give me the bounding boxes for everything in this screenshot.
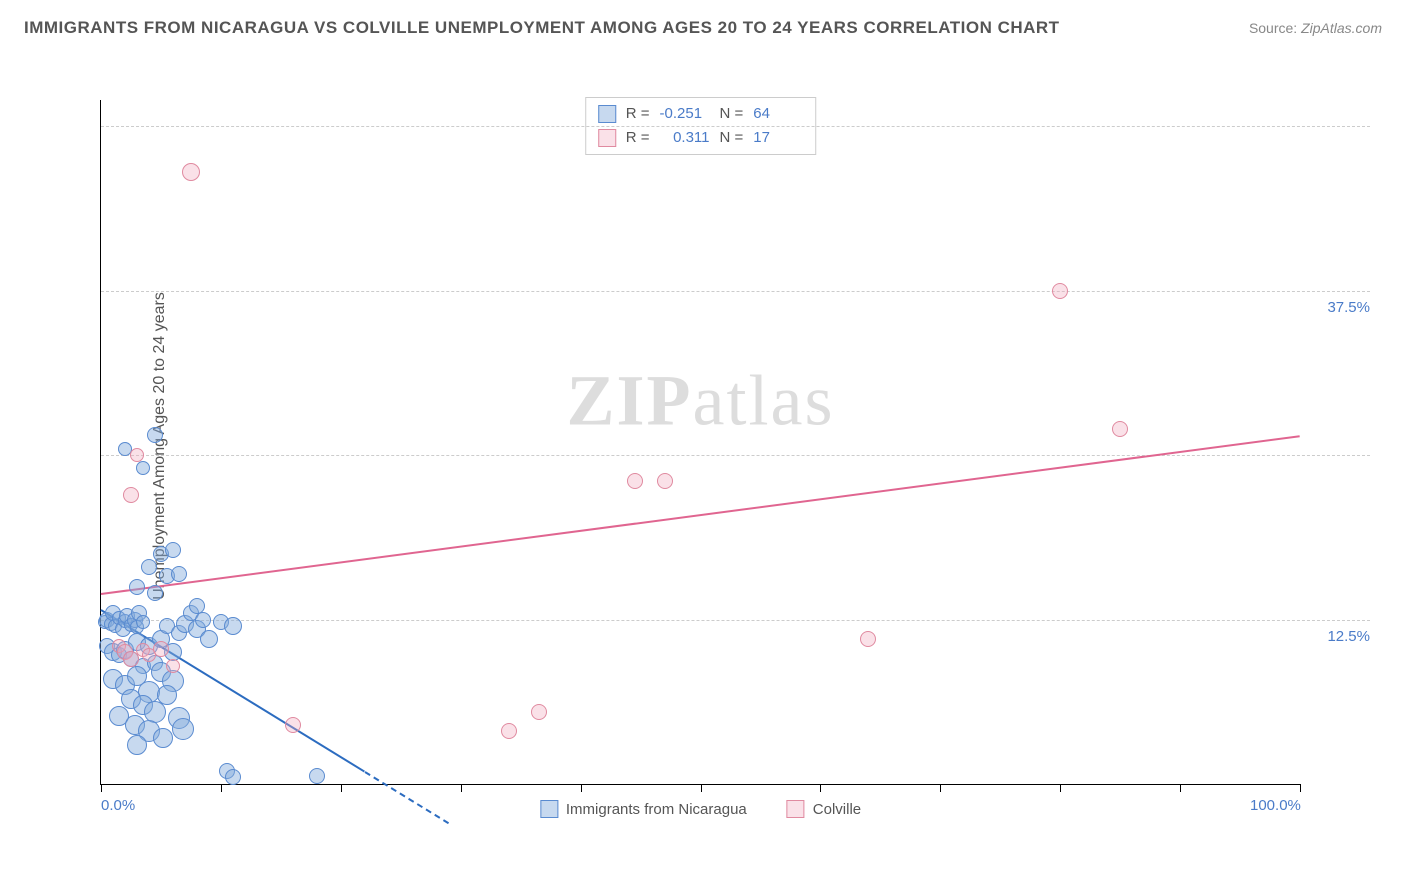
chart-area: ZIPatlas R = -0.251 N = 64 R = 0.311 N =… <box>50 50 1380 840</box>
watermark-zip: ZIP <box>567 360 693 440</box>
x-tick <box>221 784 222 792</box>
n-label: N = <box>720 126 744 150</box>
stats-row-series2: R = 0.311 N = 17 <box>598 126 804 150</box>
x-tick <box>341 784 342 792</box>
scatter-point <box>1112 421 1128 437</box>
scatter-point <box>153 728 173 748</box>
stats-row-series1: R = -0.251 N = 64 <box>598 102 804 126</box>
swatch-series2 <box>787 800 805 818</box>
n-value-series2: 17 <box>753 126 803 150</box>
scatter-point <box>627 473 643 489</box>
x-tick <box>1180 784 1181 792</box>
gridline-horizontal <box>101 620 1370 621</box>
scatter-point <box>189 598 205 614</box>
scatter-point <box>531 704 547 720</box>
scatter-point <box>171 566 187 582</box>
scatter-point <box>129 579 145 595</box>
scatter-point <box>136 615 150 629</box>
r-label: R = <box>626 126 650 150</box>
x-tick-label: 100.0% <box>1250 797 1301 814</box>
source-value: ZipAtlas.com <box>1301 20 1382 36</box>
x-tick-label: 0.0% <box>101 797 135 814</box>
x-tick <box>1300 784 1301 792</box>
trend-line <box>101 435 1300 595</box>
y-tick-label: 12.5% <box>1327 628 1370 645</box>
scatter-point <box>166 659 180 673</box>
gridline-horizontal <box>101 455 1370 456</box>
scatter-point <box>309 768 325 784</box>
x-tick <box>101 784 102 792</box>
x-tick <box>940 784 941 792</box>
chart-title: IMMIGRANTS FROM NICARAGUA VS COLVILLE UN… <box>24 18 1060 38</box>
scatter-point <box>130 448 144 462</box>
trend-line <box>364 771 449 824</box>
x-tick <box>820 784 821 792</box>
scatter-point <box>182 163 200 181</box>
gridline-horizontal <box>101 291 1370 292</box>
source-attribution: Source: ZipAtlas.com <box>1249 20 1382 36</box>
scatter-point <box>1052 283 1068 299</box>
scatter-point <box>123 487 139 503</box>
scatter-point <box>860 631 876 647</box>
scatter-point <box>285 717 301 733</box>
r-label: R = <box>626 102 650 126</box>
x-tick <box>581 784 582 792</box>
scatter-point <box>165 542 181 558</box>
scatter-point <box>224 617 242 635</box>
x-tick <box>1060 784 1061 792</box>
bottom-legend: Immigrants from Nicaragua Colville <box>540 800 861 818</box>
source-label: Source: <box>1249 20 1297 36</box>
scatter-point <box>127 735 147 755</box>
legend-item-series1: Immigrants from Nicaragua <box>540 800 747 818</box>
scatter-point <box>141 559 157 575</box>
n-label: N = <box>720 102 744 126</box>
scatter-point <box>147 427 163 443</box>
watermark-atlas: atlas <box>693 360 835 440</box>
scatter-point <box>123 651 139 667</box>
r-value-series2: 0.311 <box>660 126 710 150</box>
n-value-series1: 64 <box>753 102 803 126</box>
scatter-point <box>657 473 673 489</box>
gridline-horizontal <box>101 126 1370 127</box>
watermark: ZIPatlas <box>567 359 835 442</box>
scatter-point <box>172 718 194 740</box>
scatter-point <box>225 769 241 785</box>
scatter-point <box>157 685 177 705</box>
legend-item-series2: Colville <box>787 800 861 818</box>
scatter-point <box>501 723 517 739</box>
plot-region: ZIPatlas R = -0.251 N = 64 R = 0.311 N =… <box>100 100 1300 785</box>
swatch-series1 <box>598 105 616 123</box>
r-value-series1: -0.251 <box>660 102 710 126</box>
y-tick-label: 37.5% <box>1327 299 1370 316</box>
x-tick <box>701 784 702 792</box>
scatter-point <box>147 585 163 601</box>
scatter-point <box>153 641 169 657</box>
scatter-point <box>200 630 218 648</box>
legend-label-series2: Colville <box>813 801 861 818</box>
x-tick <box>461 784 462 792</box>
scatter-point <box>136 461 150 475</box>
swatch-series1 <box>540 800 558 818</box>
legend-label-series1: Immigrants from Nicaragua <box>566 801 747 818</box>
swatch-series2 <box>598 129 616 147</box>
